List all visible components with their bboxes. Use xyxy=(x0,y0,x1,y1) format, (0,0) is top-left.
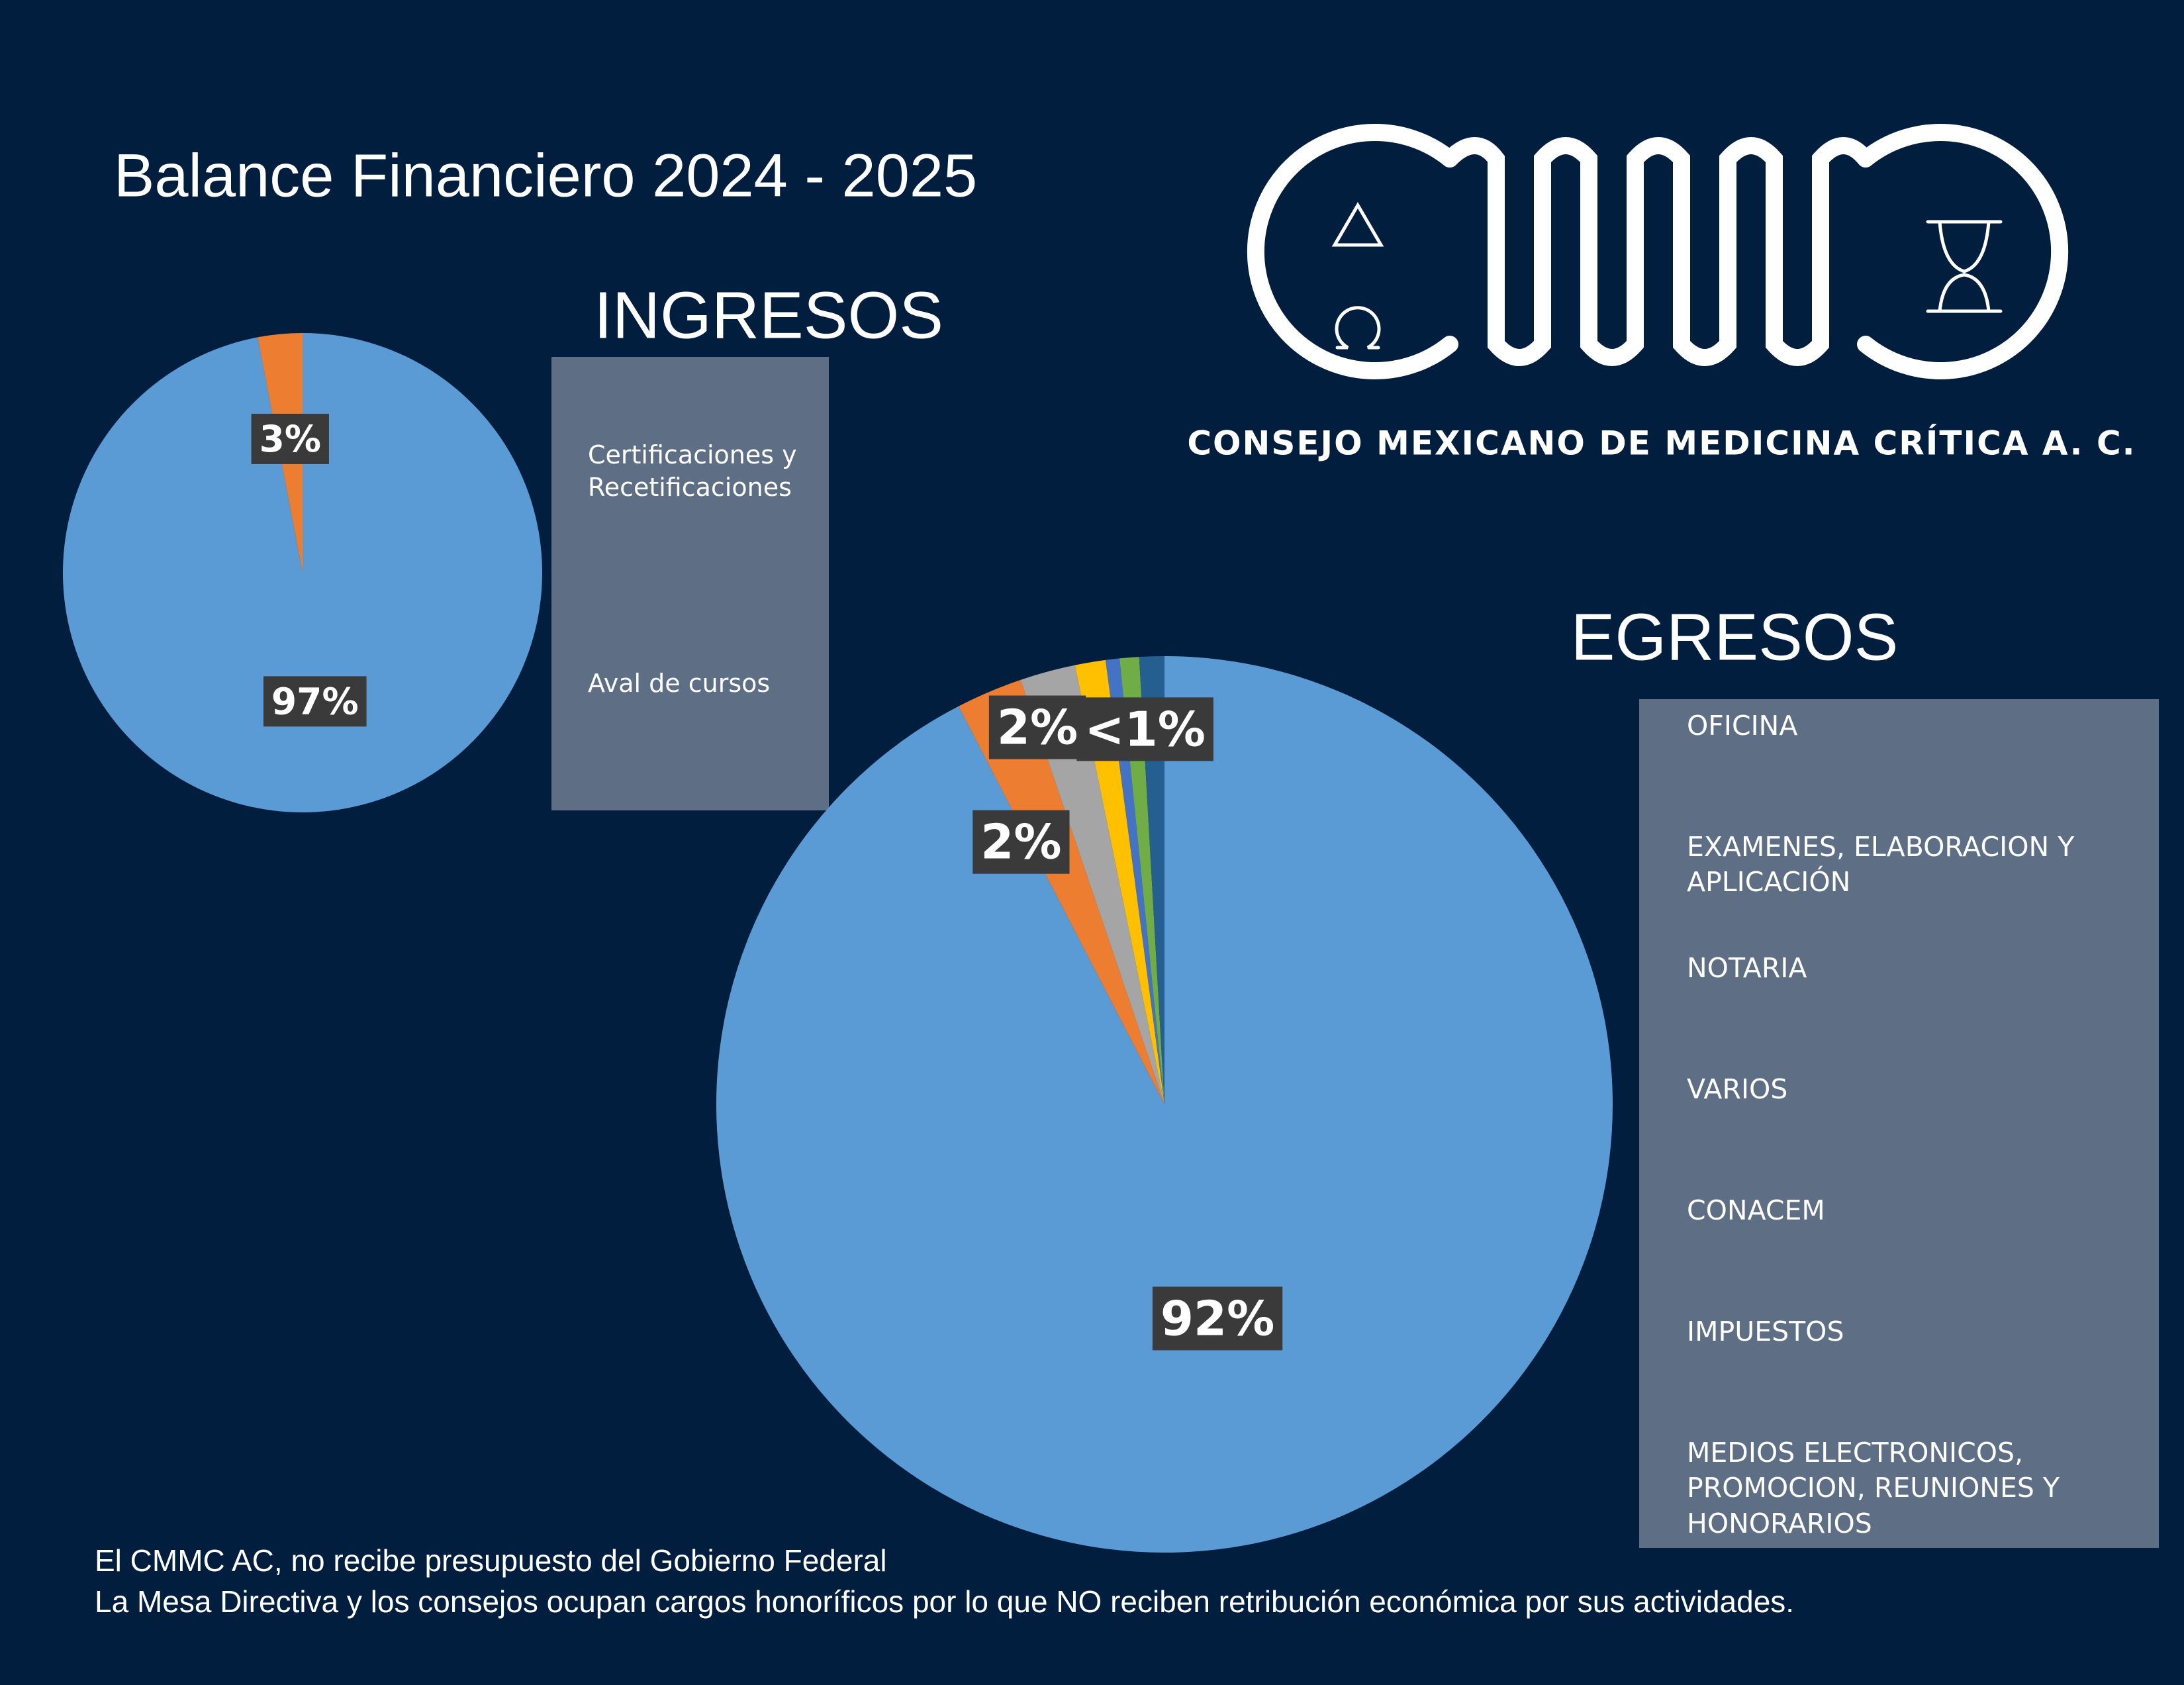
chart-title: INGRESOS xyxy=(594,278,943,352)
footer-line: La Mesa Directiva y los consejos ocupan … xyxy=(95,1584,1795,1619)
data-label-text: 97% xyxy=(271,680,359,722)
logo-text: CONSEJO MEXICANO DE MEDICINA CRÍTICA A. … xyxy=(1187,424,2136,463)
data-label-box xyxy=(251,413,329,464)
pie-slice xyxy=(1020,665,1164,1104)
data-label-text: 2% xyxy=(997,700,1078,755)
data-label-box xyxy=(1152,1286,1283,1351)
data-label: 92% xyxy=(1152,1286,1283,1351)
data-label: 2% xyxy=(988,695,1086,759)
legend-label: Aval de cursos xyxy=(588,669,771,698)
logo-wave xyxy=(1441,137,1874,366)
data-label: 2% xyxy=(973,810,1070,874)
legend-label: VARIOS xyxy=(1687,1073,1788,1105)
logo-omega xyxy=(1335,306,1381,350)
legend-label: NOTARIA xyxy=(1687,952,1807,984)
legend-label: IMPUESTOS xyxy=(1687,1316,1844,1347)
legend-label: MEDIOS ELECTRONICOS, PROMOCION, REUNIONE… xyxy=(1687,1437,2060,1539)
legend-label: Certificaciones y Recetificaciones xyxy=(588,440,797,503)
chart-title: EGRESOS xyxy=(1571,600,1899,674)
data-label-text: 92% xyxy=(1161,1290,1274,1346)
legend-box xyxy=(551,357,829,810)
pie-slice xyxy=(1074,659,1164,1104)
pie-slice xyxy=(1119,657,1164,1104)
data-label-box xyxy=(988,695,1086,759)
data-label-box xyxy=(263,676,367,727)
logo-triangle xyxy=(1331,202,1384,247)
data-label-text: 2% xyxy=(980,814,1061,870)
footer-line: El CMMC AC, no recibe presupuesto del Go… xyxy=(95,1543,887,1578)
data-label-box xyxy=(1076,697,1213,761)
legend-label: CONACEM xyxy=(1687,1194,1825,1226)
pie-slice xyxy=(63,333,543,812)
data-label: 97% xyxy=(263,676,367,727)
legend-box xyxy=(1639,699,2159,1548)
pie-slice xyxy=(1139,656,1164,1104)
data-label-text: <1% xyxy=(1084,701,1206,757)
page-title: Balance Financiero 2024 - 2025 xyxy=(114,142,977,209)
logo xyxy=(1247,124,2069,379)
logo-arc xyxy=(1857,124,2069,379)
data-label-text: 3% xyxy=(260,418,321,460)
legend-label: EXAMENES, ELABORACION Y APLICACIÓN xyxy=(1687,831,2075,898)
pie-slice xyxy=(958,679,1164,1104)
logo-arc xyxy=(1247,124,1458,379)
data-label-box xyxy=(973,810,1070,874)
legend-label: OFICINA xyxy=(1687,710,1798,742)
data-label: <1% xyxy=(1076,697,1213,761)
pie-slice xyxy=(1105,658,1164,1104)
logo-hourglass xyxy=(1926,220,2003,313)
data-label: 3% xyxy=(251,413,329,464)
